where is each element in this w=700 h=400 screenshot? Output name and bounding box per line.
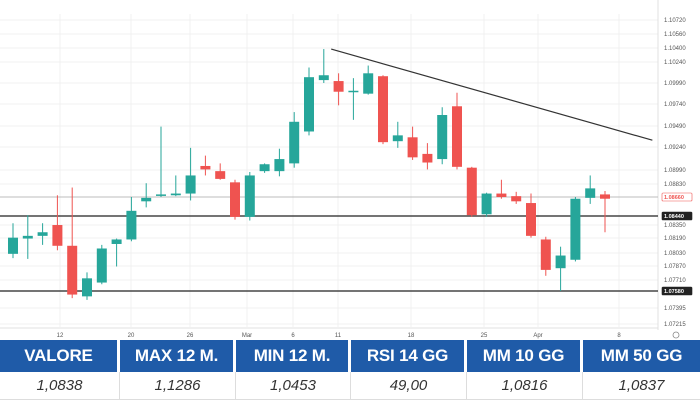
trendline: [331, 48, 653, 141]
candle-body: [600, 194, 610, 199]
candle-body: [156, 194, 166, 196]
y-tick-label: 1.08990: [664, 168, 686, 174]
candle-body: [363, 73, 374, 94]
candle-body: [570, 198, 581, 260]
candle-body: [289, 121, 300, 164]
price-badge: [661, 192, 693, 202]
stats-header-mm-50gg: MM 50 GG: [583, 340, 700, 372]
x-tick-label: 8: [617, 333, 621, 339]
candle-body: [496, 193, 507, 197]
y-tick-label: 1.07870: [664, 264, 686, 270]
candle-body: [348, 90, 359, 93]
stats-header-min-12m: MIN 12 M.: [236, 340, 351, 372]
candle-body: [304, 77, 314, 132]
y-tick-label: 1.08830: [664, 182, 686, 188]
stats-header-row: VALORE MAX 12 M. MIN 12 M. RSI 14 GG MM …: [0, 340, 700, 372]
candle-body: [437, 115, 448, 160]
candle-body: [274, 159, 285, 172]
x-tick-label: Apr: [533, 333, 542, 339]
candle-body: [407, 137, 418, 158]
price-badge: [661, 286, 693, 296]
y-tick-label: 1.07710: [664, 278, 686, 284]
y-tick-label: 1.10560: [664, 32, 686, 38]
candle-body: [585, 188, 596, 198]
candle-body: [126, 210, 137, 240]
candle-body: [481, 193, 492, 215]
candlestick-chart-svg: 1.10720 1.10560 1.10400 1.10240 1.09990 1.097…: [0, 0, 693, 339]
y-tick-label: 1.08350: [664, 223, 686, 229]
x-tick-label: Mar: [242, 333, 252, 339]
candle-body: [555, 255, 566, 269]
stats-value-mm-50gg: 1,0837: [583, 372, 700, 400]
candle-body: [540, 239, 551, 270]
x-tick-label: 18: [408, 333, 415, 339]
stats-value-max-12m: 1,1286: [120, 372, 236, 400]
y-tick-label: 1.08190: [664, 236, 686, 242]
candle-body: [422, 153, 433, 163]
price-badge-label: 1.07580: [664, 289, 684, 295]
candle-body: [52, 225, 63, 246]
candle-body: [170, 193, 181, 196]
stats-value-rsi-14gg: 49,00: [351, 372, 467, 400]
candle-body: [466, 167, 477, 216]
candle-body: [318, 75, 329, 81]
candle-body: [452, 106, 462, 167]
candle-body: [185, 175, 196, 194]
stats-header-valore: VALORE: [0, 340, 120, 372]
candle-body: [200, 165, 211, 170]
candle-body: [511, 196, 522, 202]
y-tick-label: 1.10720: [664, 18, 686, 24]
candle-body: [67, 245, 78, 295]
candle-body: [141, 197, 152, 202]
x-tick-label: 6: [291, 333, 295, 339]
x-tick-label: 25: [481, 333, 488, 339]
stats-values-row: 1,0838 1,1286 1,0453 49,00 1,0816 1,0837: [0, 372, 700, 400]
stats-header-mm-10gg: MM 10 GG: [467, 340, 583, 372]
stats-header-max-12m: MAX 12 M.: [120, 340, 236, 372]
x-tick-label: 11: [335, 333, 342, 339]
candle-body: [378, 76, 388, 143]
stats-table: VALORE MAX 12 M. MIN 12 M. RSI 14 GG MM …: [0, 340, 700, 400]
candle-body: [215, 171, 226, 179]
stats-value-min-12m: 1,0453: [236, 372, 351, 400]
y-tick-label: 1.10400: [664, 46, 686, 52]
price-badge-label: 1.08440: [664, 214, 684, 220]
x-tick-label: 20: [128, 333, 135, 339]
y-tick-label: 1.09740: [664, 102, 686, 108]
candle-body: [392, 135, 403, 142]
y-tick-label: 1.09240: [664, 145, 686, 151]
candle-body: [37, 232, 48, 236]
stats-header-rsi-14gg: RSI 14 GG: [351, 340, 467, 372]
price-chart: 1.10720 1.10560 1.10400 1.10240 1.09990 1.097…: [0, 0, 693, 339]
candle-body: [244, 175, 255, 217]
y-tick-label: 1.09490: [664, 124, 686, 130]
stats-value-valore: 1,0838: [0, 372, 120, 400]
x-tick-label: 26: [187, 333, 194, 339]
candle-body: [111, 239, 122, 244]
price-badge: [661, 211, 693, 221]
y-tick-label: 1.10240: [664, 60, 686, 66]
y-tick-label: 1.07395: [664, 306, 686, 312]
y-tick-label: 1.07215: [664, 322, 686, 328]
y-tick-label: 1.08030: [664, 251, 686, 257]
y-tick-label: 1.09990: [664, 81, 686, 87]
candle-body: [8, 237, 18, 254]
candle-body: [230, 182, 240, 217]
candle-body: [96, 248, 107, 283]
price-badge-label: 1.08660: [664, 195, 684, 201]
candle-body: [333, 81, 344, 92]
candle-body: [22, 235, 33, 239]
candle-body: [526, 203, 536, 236]
candle-body: [82, 278, 92, 297]
stats-value-mm-10gg: 1,0816: [467, 372, 583, 400]
candle-body: [259, 164, 270, 172]
settings-icon: [672, 331, 680, 339]
x-tick-label: 12: [57, 333, 64, 339]
